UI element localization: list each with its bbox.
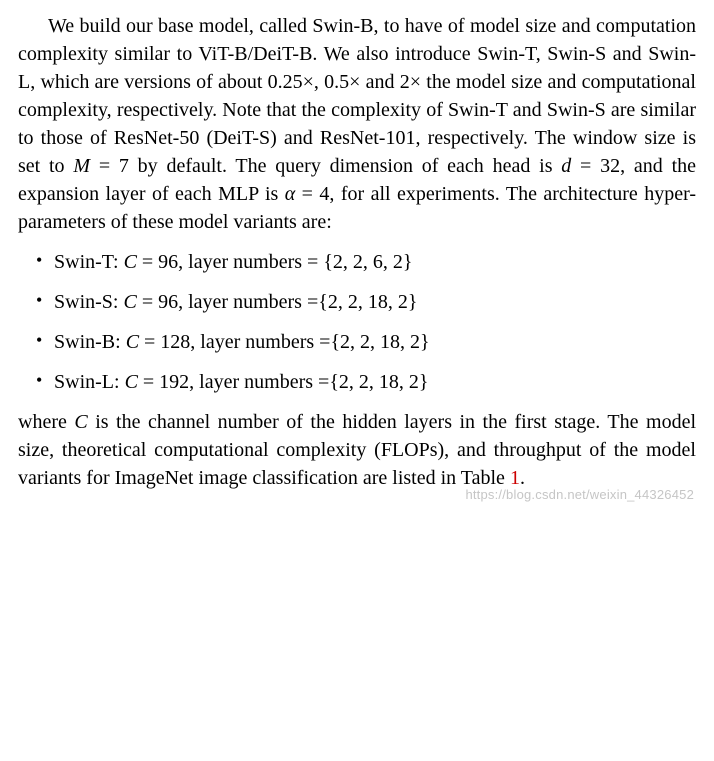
var-C: C [124,251,137,273]
var-d: d [561,155,571,177]
list-item: Swin-B: C = 128, layer numbers ={2, 2, 1… [54,328,696,356]
paragraph-closing: where C is the channel number of the hid… [18,408,696,492]
variant-name: Swin-S: [54,291,123,313]
list-item: Swin-L: C = 192, layer numbers ={2, 2, 1… [54,368,696,396]
variant-name: Swin-L: [54,371,125,393]
watermark-text: https://blog.csdn.net/weixin_44326452 [465,486,694,504]
variant-values: = 192, layer numbers ={2, 2, 18, 2} [138,371,429,393]
var-C: C [125,371,138,393]
paragraph-intro: We build our base model, called Swin-B, … [18,12,696,236]
variant-name: Swin-B: [54,331,126,353]
variant-name: Swin-T: [54,251,124,273]
var-M: M [73,155,90,177]
text-eqM: = 7 by default. The query dimension of e… [90,155,561,177]
variant-values: = 96, layer numbers ={2, 2, 18, 2} [137,291,418,313]
text-mid2: is the channel number of the hidden laye… [18,411,696,489]
var-C: C [123,291,136,313]
variants-list: Swin-T: C = 96, layer numbers = {2, 2, 6… [18,248,696,396]
text-pre: We build our base model, called Swin-B, … [18,15,696,177]
var-C: C [74,411,87,433]
var-alpha: α [285,183,296,205]
text-pre2: where [18,411,74,433]
list-item: Swin-T: C = 96, layer numbers = {2, 2, 6… [54,248,696,276]
var-C: C [126,331,139,353]
variant-values: = 128, layer numbers ={2, 2, 18, 2} [139,331,430,353]
variant-values: = 96, layer numbers = {2, 2, 6, 2} [137,251,413,273]
list-item: Swin-S: C = 96, layer numbers ={2, 2, 18… [54,288,696,316]
